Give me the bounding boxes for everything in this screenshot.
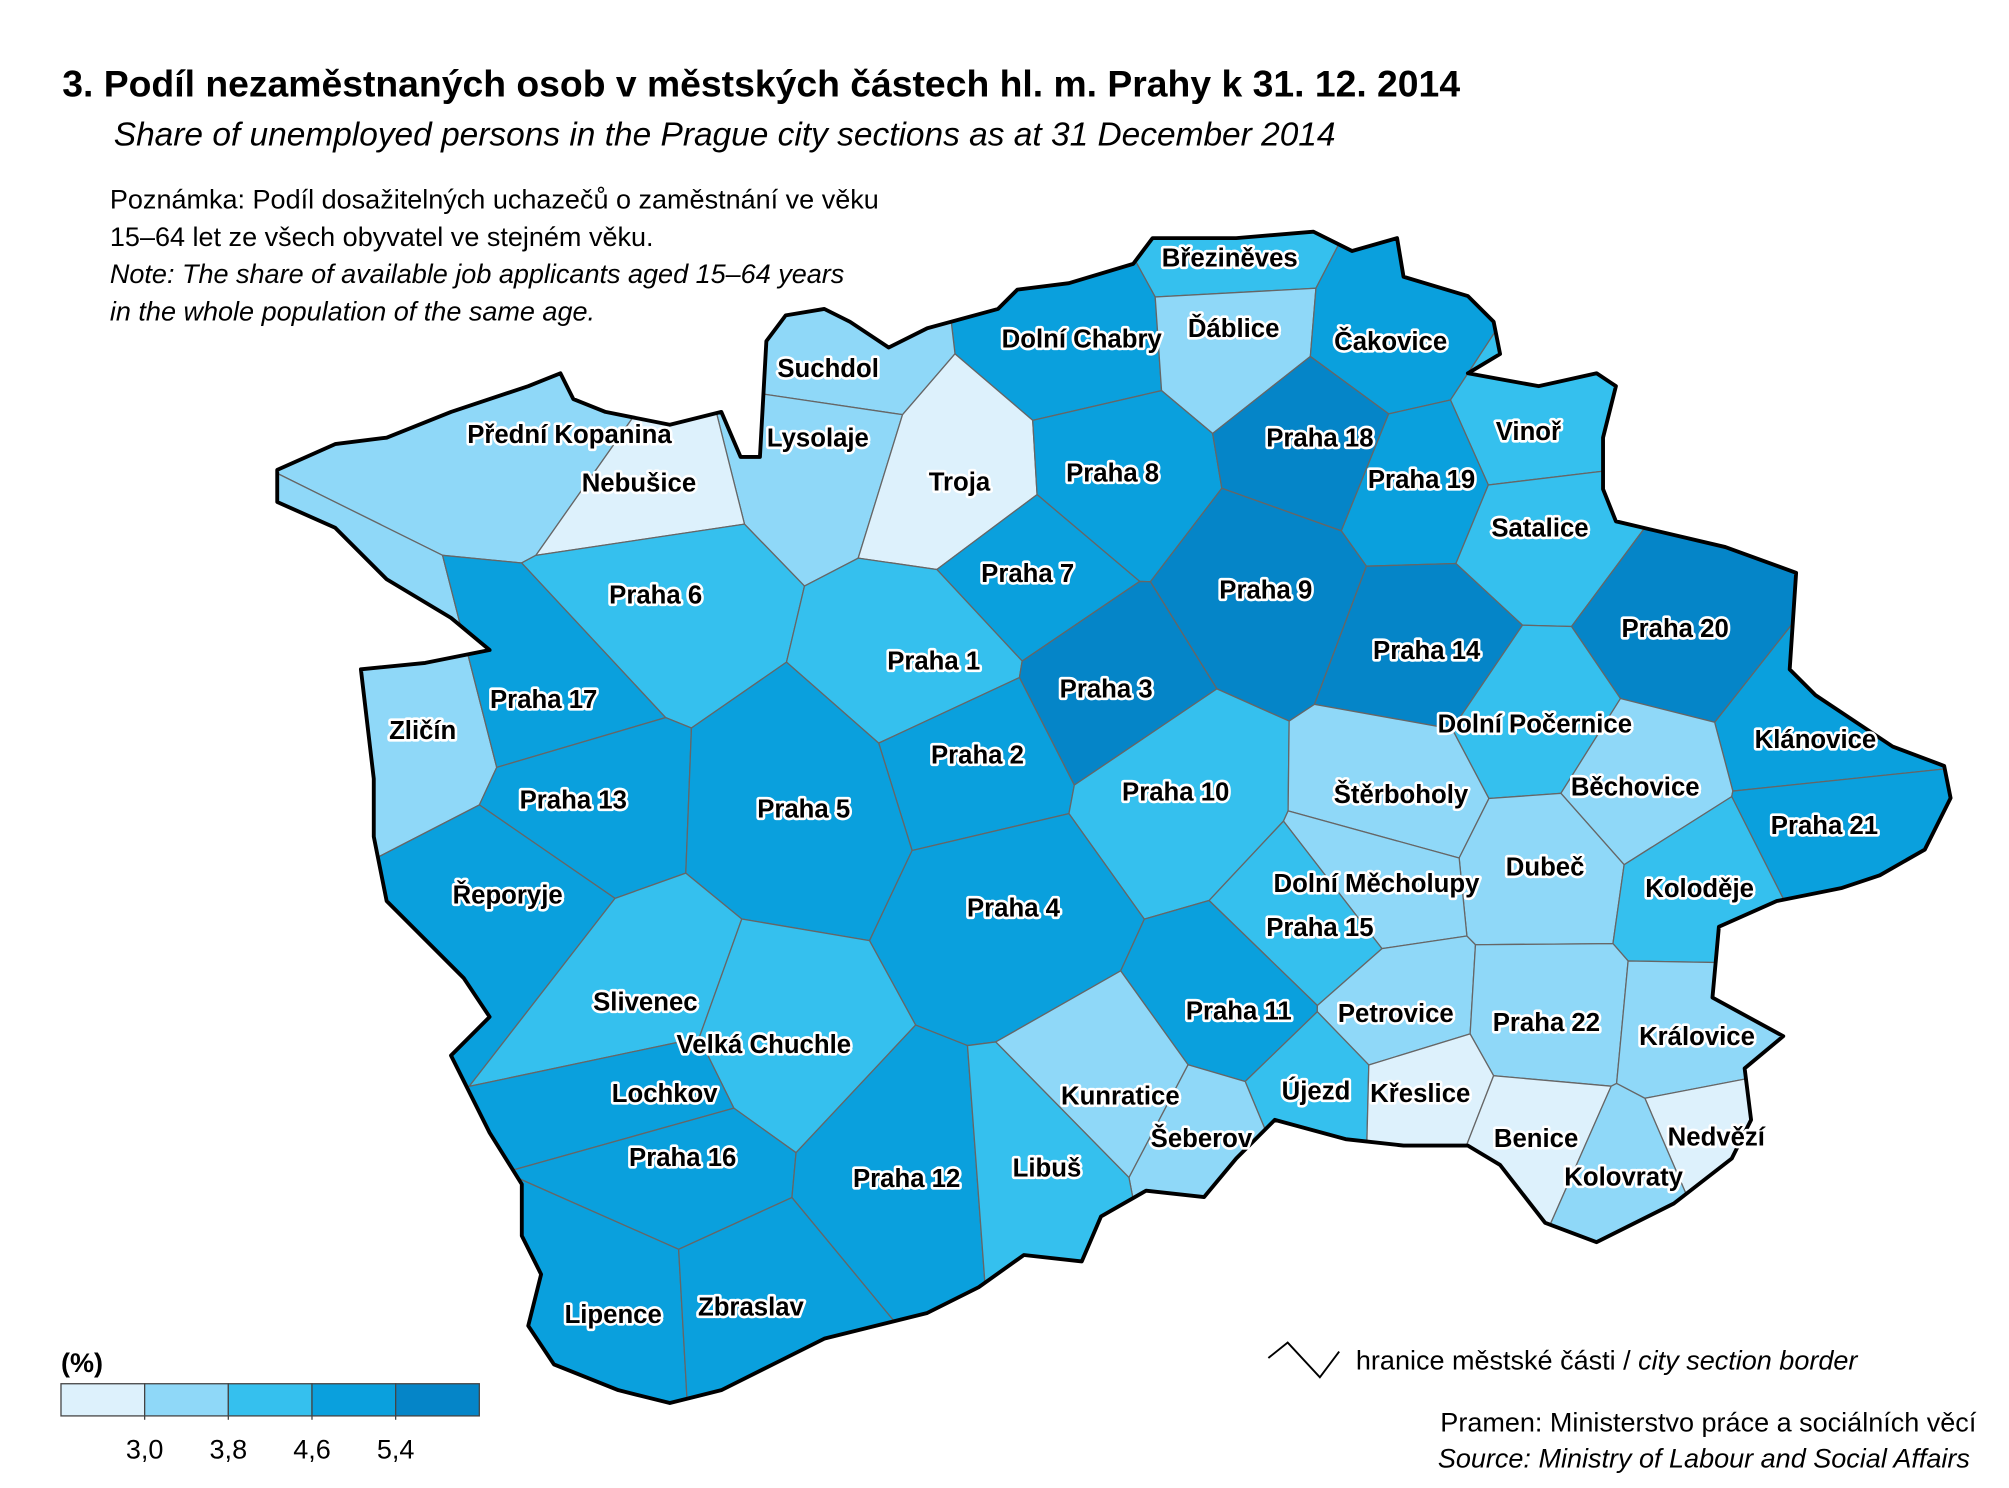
district-label: Praha 12 [853, 1165, 960, 1193]
legend-swatch [144, 1383, 229, 1417]
legend-title: (%) [61, 1348, 103, 1378]
district-label: Přední Kopanina [467, 421, 672, 449]
district-label: Libuš [1013, 1154, 1082, 1182]
district-label: Praha 11 [1186, 997, 1292, 1025]
district [1244, 1010, 1370, 1362]
district-label: Praha 7 [981, 560, 1074, 588]
district-label: Nebušice [582, 470, 696, 498]
district-label: Zbraslav [698, 1294, 805, 1322]
district-label: Slivenec [593, 988, 697, 1016]
district-label: Dolní Měcholupy [1274, 870, 1481, 898]
border-legend: hranice městské části / city section bor… [1356, 1346, 1859, 1376]
district-label: Praha 9 [1219, 577, 1312, 605]
district-label: Vinoř [1496, 418, 1561, 446]
district-label: Štěrboholy [1334, 779, 1469, 809]
district-label: Benice [1494, 1125, 1578, 1153]
district-label: Křeslice [1370, 1080, 1470, 1108]
district-label: Dolní Počernice [1438, 710, 1633, 738]
district-label: Královice [1639, 1023, 1755, 1051]
source-line: Source: Ministry of Labour and Social Af… [1438, 1443, 1970, 1473]
district-label: Lochkov [612, 1080, 719, 1108]
district-label: Praha 17 [490, 686, 597, 714]
district-labels: Březiněves Dolní Chabry Ďáblice Čakovice Suc… [387, 242, 1881, 1332]
border-symbol [1267, 1341, 1340, 1379]
legend-swatch [395, 1383, 480, 1417]
district-label: Zličín [389, 717, 456, 745]
legend-swatch [60, 1383, 146, 1417]
district-label: Petrovice [1338, 1000, 1454, 1028]
district-label: Koloděje [1645, 875, 1754, 903]
title: 3. Podíl nezaměstnaných osob v městských… [62, 63, 1460, 105]
city-border [275, 229, 1953, 1405]
source-line: Pramen: Ministerstvo práce a sociálních … [1440, 1407, 1977, 1437]
district-label: Praha 19 [1368, 466, 1475, 494]
district [1449, 231, 1951, 486]
district-label: Ďáblice [1188, 313, 1280, 343]
legend-tick-label: 4,6 [293, 1434, 331, 1464]
district-label: Čakovice [1334, 326, 1447, 356]
district-label: Satalice [1491, 515, 1588, 543]
district-label: Klánovice [1755, 726, 1877, 754]
district-label: Dolní Chabry [1002, 326, 1163, 354]
district-label: Praha 15 [1266, 914, 1373, 942]
legend-swatch [311, 1383, 397, 1417]
note-line: in the whole population of the same age. [110, 297, 595, 327]
legend-tick-label: 3,0 [126, 1434, 164, 1464]
district-label: Praha 10 [1122, 779, 1229, 807]
note-line: 15–64 let ze všech obyvatel ve stejném v… [110, 222, 654, 252]
district-label: Praha 20 [1621, 615, 1728, 643]
legend: 3,0 3,8 4,6 5,4 [60, 1383, 480, 1464]
district-label: Řeporyje [453, 880, 563, 910]
district-label: Nedvězí [1668, 1124, 1766, 1152]
district-label: Praha 6 [609, 582, 702, 610]
subtitle: Share of unemployed persons in the Pragu… [114, 116, 1336, 153]
district-label: Dubeč [1506, 853, 1585, 881]
district-label: Lipence [565, 1301, 662, 1329]
district-label: Lysolaje [767, 425, 869, 453]
legend-tick-label: 5,4 [377, 1434, 415, 1464]
district-label: Praha 4 [967, 894, 1061, 922]
border-legend-en: city section border [1638, 1346, 1858, 1376]
district-label: Kunratice [1061, 1082, 1180, 1110]
district-label: Praha 18 [1266, 425, 1373, 453]
district-label: Velká Chuchle [677, 1031, 851, 1059]
district-label: Praha 21 [1771, 812, 1878, 840]
note-line: Note: The share of available job applica… [110, 259, 844, 289]
district-label: Praha 14 [1373, 637, 1481, 665]
district-label: Praha 1 [887, 647, 980, 675]
district-label: Újezd [1282, 1075, 1351, 1105]
note-line: Poznámka: Podíl dosažitelných uchazečů o… [110, 185, 879, 215]
district-label: Praha 16 [629, 1144, 736, 1172]
legend-swatch [227, 1383, 313, 1417]
district-label: Praha 13 [520, 786, 627, 814]
district-label: Březiněves [1162, 244, 1298, 272]
district [1731, 761, 1951, 1065]
district-label: Běchovice [1571, 773, 1700, 801]
district-label: Troja [929, 468, 991, 496]
legend-tick-label: 3,8 [210, 1434, 248, 1464]
district-label: Šeberov [1151, 1123, 1253, 1153]
district-label: Praha 3 [1060, 676, 1153, 704]
border-legend-cz: hranice městské části / [1356, 1346, 1631, 1376]
district-label: Praha 5 [757, 795, 850, 823]
district-label: Praha 2 [931, 741, 1024, 769]
district-label: Suchdol [777, 355, 879, 383]
district-label: Praha 22 [1493, 1009, 1600, 1037]
district-label: Kolovraty [1564, 1164, 1683, 1192]
district-label: Praha 8 [1066, 459, 1159, 487]
